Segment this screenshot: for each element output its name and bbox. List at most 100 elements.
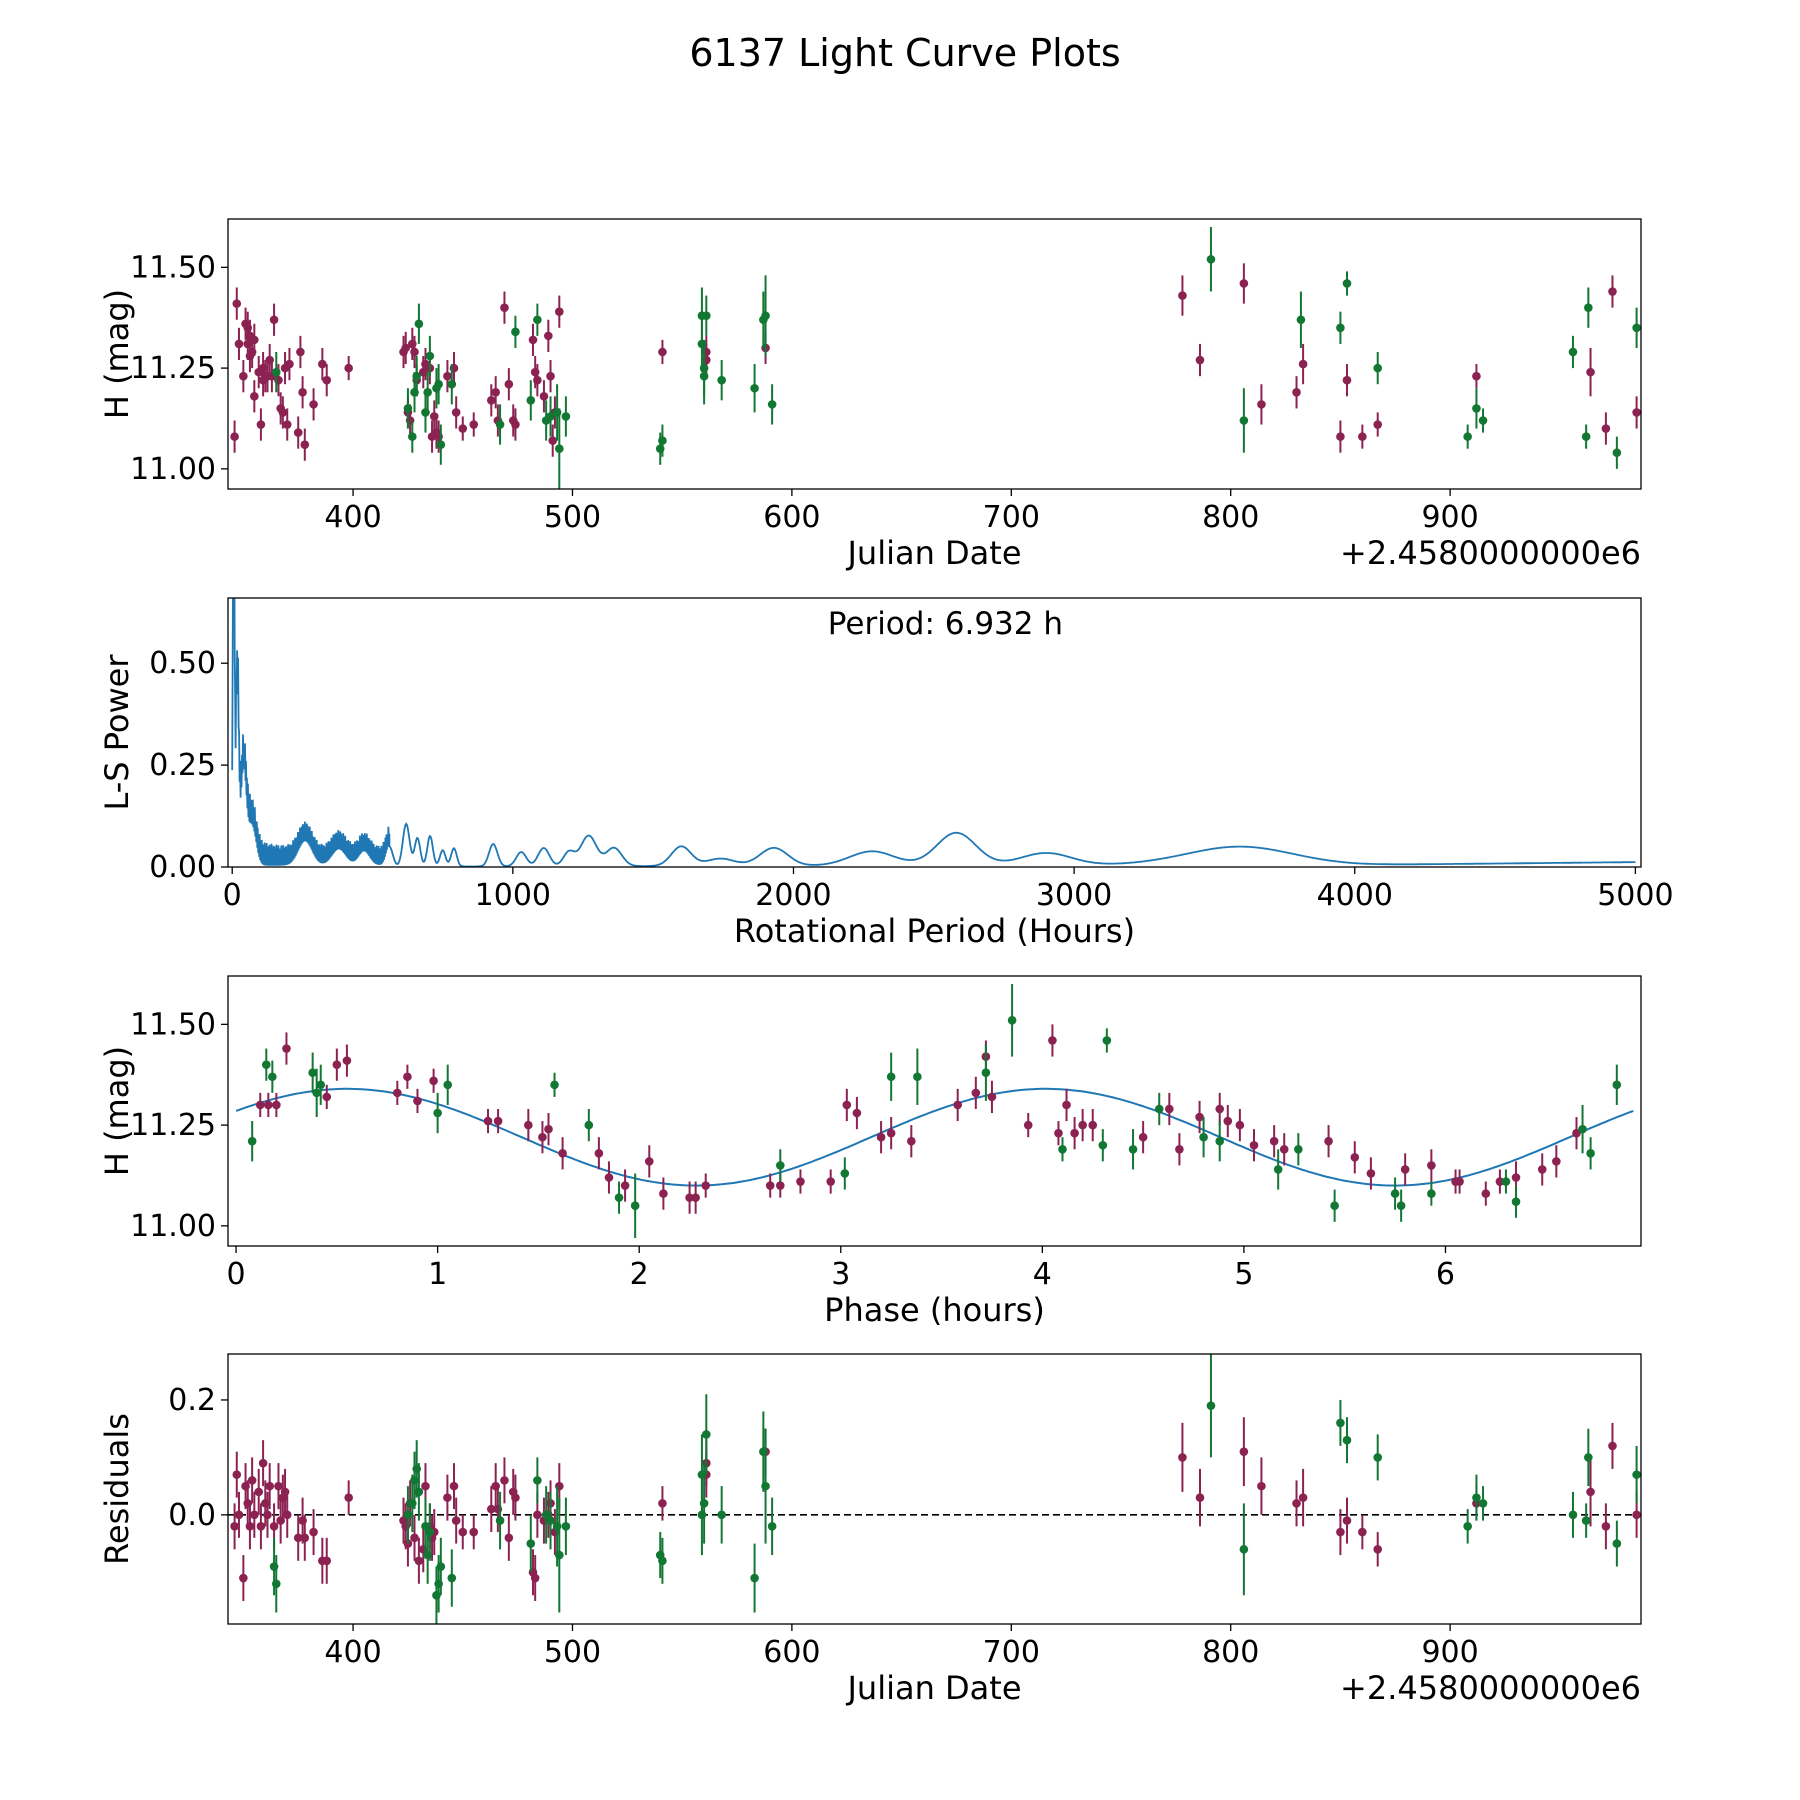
plot-area-lc: [230, 227, 1641, 489]
data-point-purple: [511, 408, 520, 441]
data-point-purple: [269, 303, 279, 336]
data-point-purple: [458, 1514, 468, 1550]
data-marker: [255, 1100, 265, 1110]
data-point-green: [1478, 408, 1488, 433]
data-point-green: [717, 360, 726, 401]
data-marker: [767, 400, 777, 409]
data-point-green: [414, 303, 424, 344]
y-tick-label: 11.50: [130, 250, 216, 285]
data-point-purple: [483, 1108, 493, 1134]
data-marker: [261, 1060, 271, 1069]
data-marker: [1586, 1149, 1595, 1158]
data-point-purple: [393, 1080, 402, 1105]
data-marker: [530, 1573, 540, 1583]
data-point-purple: [322, 1084, 332, 1109]
data-marker: [1342, 279, 1352, 288]
data-marker: [247, 1476, 257, 1485]
data-marker: [316, 1080, 326, 1090]
data-point-purple: [282, 408, 292, 441]
data-point-green: [1511, 1185, 1521, 1218]
data-marker: [1206, 254, 1216, 264]
data-marker: [555, 444, 564, 454]
data-marker: [1612, 1080, 1622, 1090]
data-marker: [1269, 1136, 1279, 1146]
data-point-purple: [659, 1177, 668, 1210]
y-tick-label: 11.25: [130, 351, 216, 386]
data-marker: [1584, 1453, 1593, 1462]
data-point-green: [412, 356, 421, 397]
data-marker: [620, 1181, 630, 1190]
data-point-purple: [1373, 412, 1383, 437]
data-point-purple: [309, 1509, 318, 1556]
data-marker: [403, 1072, 412, 1082]
x-tick-label: 900: [1421, 500, 1478, 535]
data-marker: [423, 387, 432, 397]
data-point-green: [1342, 1417, 1352, 1464]
data-marker: [447, 379, 457, 389]
data-point-green: [1463, 1509, 1472, 1544]
data-marker: [539, 392, 549, 401]
data-point-purple: [232, 1451, 242, 1498]
data-point-purple: [1235, 1108, 1245, 1142]
data-point-green: [761, 1428, 770, 1544]
axes-frame: [227, 975, 1642, 1247]
panel-ls: 0 1000 2000 3000 4000 5000 0.00 0.25 0.50 Rotatio…: [98, 597, 1674, 950]
data-point-green: [775, 1149, 785, 1182]
data-marker: [981, 1068, 991, 1078]
data-marker: [775, 1181, 785, 1190]
x-tick-label: 700: [983, 500, 1040, 535]
data-marker: [1257, 400, 1266, 409]
x-tick-label: 1: [428, 1257, 447, 1292]
data-marker: [1572, 1128, 1581, 1138]
data-point-purple: [1279, 1133, 1289, 1166]
data-marker: [322, 375, 332, 385]
data-marker: [342, 1056, 352, 1065]
data-point-green: [1102, 1028, 1112, 1053]
data-point-purple: [1062, 1088, 1071, 1122]
data-marker: [1586, 367, 1595, 377]
data-point-green: [447, 364, 457, 405]
data-marker: [1296, 315, 1306, 325]
data-point-purple: [500, 1457, 509, 1504]
data-marker: [282, 1044, 291, 1053]
data-point-purple: [300, 1514, 310, 1561]
data-marker: [1501, 1177, 1511, 1186]
data-marker: [447, 1573, 457, 1583]
data-point-green: [495, 404, 505, 445]
data-point-green: [561, 1497, 571, 1556]
data-point-purple: [1048, 1024, 1057, 1057]
data-point-purple: [309, 388, 318, 421]
data-marker: [533, 1510, 542, 1520]
data-marker: [425, 1527, 435, 1537]
data-marker: [1195, 355, 1205, 365]
plot-area-phase: [235, 984, 1634, 1238]
data-marker: [544, 1124, 553, 1134]
data-point-purple: [538, 1121, 547, 1154]
data-marker: [765, 1181, 775, 1190]
data-point-green: [913, 1048, 922, 1105]
data-marker: [1199, 1132, 1208, 1142]
data-point-green: [533, 1457, 542, 1504]
data-marker: [1292, 387, 1301, 397]
data-point-green: [658, 1537, 667, 1584]
data-marker: [1552, 1157, 1561, 1166]
data-point-purple: [265, 1463, 274, 1510]
data-point-purple: [469, 412, 479, 437]
data-marker: [1336, 1418, 1345, 1428]
data-point-purple: [1472, 364, 1481, 389]
data-point-green: [750, 1543, 759, 1613]
y-tick-label: 0.0: [168, 1498, 216, 1533]
x-axis-label: Phase (hours): [824, 1291, 1045, 1329]
data-marker: [250, 1510, 259, 1520]
data-marker: [1511, 1173, 1521, 1182]
data-point-green: [584, 1108, 594, 1142]
panel-lc: 400 500 600 700 800 900 11.00 11.25 11.50 Julian …: [98, 218, 1642, 572]
data-point-green: [767, 384, 777, 425]
data-point-green: [546, 1491, 555, 1550]
data-marker: [1195, 1112, 1204, 1122]
data-marker: [538, 1132, 547, 1142]
data-marker: [548, 436, 558, 445]
data-point-purple: [544, 1113, 553, 1146]
data-marker: [1400, 1165, 1410, 1174]
data-marker: [1478, 416, 1488, 425]
